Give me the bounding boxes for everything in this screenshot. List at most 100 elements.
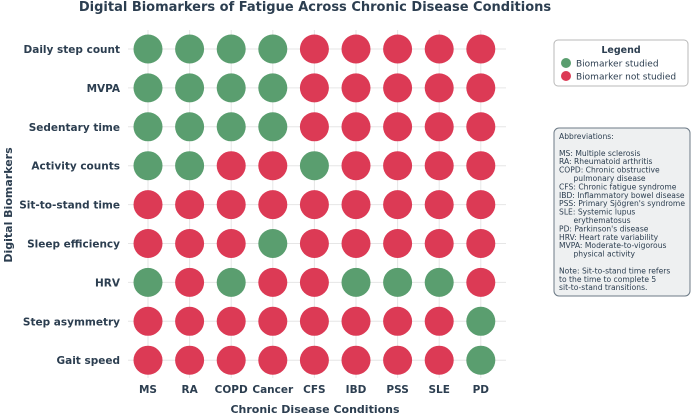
- y-tick-label: Daily step count: [24, 44, 120, 56]
- cell-not-studied: [175, 345, 205, 375]
- cell-not-studied: [383, 306, 413, 336]
- cell-not-studied: [341, 73, 371, 103]
- cell-not-studied: [299, 345, 329, 375]
- cell-not-studied: [424, 34, 454, 64]
- cell-studied: [299, 151, 329, 181]
- cell-not-studied: [341, 112, 371, 142]
- y-tick-label: MVPA: [87, 83, 121, 95]
- legend-box: [553, 39, 689, 87]
- cell-studied: [175, 151, 205, 181]
- cell-studied: [216, 73, 246, 103]
- cell-studied: [466, 306, 496, 336]
- x-tick-label: Cancer: [252, 384, 294, 396]
- abbreviation-line: MS: Multiple sclerosis: [559, 149, 641, 158]
- y-tick-labels: Daily step count MVPA Sedentary time Activi…: [19, 44, 121, 367]
- cell-not-studied: [258, 345, 288, 375]
- cell-not-studied: [299, 112, 329, 142]
- abbreviation-line: RA: Rheumatoid arthritis: [559, 157, 652, 166]
- cell-not-studied: [424, 345, 454, 375]
- y-tick-label: Sedentary time: [29, 122, 120, 134]
- abbreviation-line: COPD: Chronic obstructive: [559, 166, 660, 175]
- cell-studied: [175, 34, 205, 64]
- cell-not-studied: [466, 229, 496, 258]
- cell-studied: [383, 267, 413, 297]
- legend-label-studied: Biomarker studied: [576, 60, 659, 70]
- cell-not-studied: [299, 73, 329, 103]
- cell-not-studied: [216, 151, 246, 181]
- cell-not-studied: [216, 345, 246, 375]
- y-tick-label: Sit-to-stand time: [19, 200, 120, 212]
- cell-not-studied: [341, 151, 371, 181]
- cell-not-studied: [258, 151, 288, 181]
- y-axis-title: Digital Biomarkers: [2, 147, 15, 263]
- y-tick-label: Gait speed: [56, 355, 120, 367]
- cell-studied: [133, 267, 163, 297]
- cell-studied: [258, 229, 288, 258]
- cell-not-studied: [383, 229, 413, 258]
- cell-studied: [216, 267, 246, 297]
- abbreviations-panel: Abbreviations: MS: Multiple sclerosisRA: …: [553, 127, 691, 297]
- cell-not-studied: [175, 229, 205, 258]
- cell-not-studied: [341, 306, 371, 336]
- legend-label-not-studied: Biomarker not studied: [576, 73, 676, 83]
- cell-studied: [466, 345, 496, 375]
- abbreviation-line: IBD: Inflammatory bowel disease: [559, 191, 685, 200]
- cell-not-studied: [424, 151, 454, 181]
- x-tick-label: SLE: [428, 384, 449, 396]
- x-tick-label: IBD: [346, 384, 367, 396]
- cell-not-studied: [258, 190, 288, 220]
- cell-not-studied: [175, 267, 205, 297]
- cell-studied: [424, 267, 454, 297]
- cell-not-studied: [216, 306, 246, 336]
- abbreviations-box: [553, 127, 691, 297]
- cell-not-studied: [175, 190, 205, 220]
- cell-studied: [258, 112, 288, 142]
- cell-not-studied: [133, 190, 163, 220]
- chart-title: Digital Biomarkers of Fatigue Across Chr…: [79, 0, 552, 15]
- x-axis-title: Chronic Disease Conditions: [230, 403, 400, 416]
- x-tick-label: PSS: [386, 384, 408, 396]
- y-tick-label: Activity counts: [31, 161, 120, 173]
- cell-not-studied: [299, 229, 329, 258]
- cell-studied: [258, 34, 288, 64]
- cell-studied: [175, 112, 205, 142]
- cell-not-studied: [424, 112, 454, 142]
- abbreviation-line: sit-to-stand transitions.: [559, 283, 647, 292]
- cell-not-studied: [424, 73, 454, 103]
- abbreviations-text: Abbreviations: MS: Multiple sclerosisRA: …: [559, 132, 685, 292]
- abbreviation-line: PSS: Primary Sjögren's syndrome: [559, 199, 685, 208]
- cell-not-studied: [466, 267, 496, 297]
- abbreviation-line: HRV: Heart rate variability: [559, 233, 659, 242]
- cell-not-studied: [133, 306, 163, 336]
- cell-not-studied: [341, 34, 371, 64]
- abbreviation-line: physical activity: [559, 250, 636, 259]
- abbreviation-line: pulmonary disease: [559, 174, 646, 183]
- cell-studied: [133, 73, 163, 103]
- cell-not-studied: [216, 229, 246, 258]
- x-tick-label: CFS: [303, 384, 325, 396]
- legend: Legend Biomarker studied Biomarker not s…: [553, 39, 689, 87]
- y-tick-label: Step asymmetry: [23, 316, 120, 328]
- cell-not-studied: [299, 306, 329, 336]
- abbreviation-line: Abbreviations:: [559, 132, 614, 141]
- abbreviation-line: CFS: Chronic fatigue syndrome: [559, 182, 677, 191]
- cell-not-studied: [466, 34, 496, 64]
- abbreviation-line: erythematosus: [559, 216, 631, 225]
- cell-not-studied: [383, 34, 413, 64]
- cell-not-studied: [424, 306, 454, 336]
- cell-studied: [258, 73, 288, 103]
- cell-not-studied: [466, 151, 496, 181]
- x-tick-label: RA: [181, 384, 198, 396]
- cell-not-studied: [341, 229, 371, 258]
- x-tick-labels: MS RA COPD Cancer CFS IBD PSS SLE PD: [139, 384, 489, 396]
- abbreviation-line: PD: Parkinson's disease: [559, 224, 649, 233]
- x-tick-label: PD: [473, 384, 490, 396]
- y-tick-label: HRV: [95, 277, 121, 289]
- cell-studied: [133, 151, 163, 181]
- cell-not-studied: [383, 345, 413, 375]
- cell-studied: [341, 267, 371, 297]
- abbreviation-line: to the time to complete 5: [559, 275, 656, 284]
- abbreviation-line: SLE: Systemic lupus: [559, 208, 635, 217]
